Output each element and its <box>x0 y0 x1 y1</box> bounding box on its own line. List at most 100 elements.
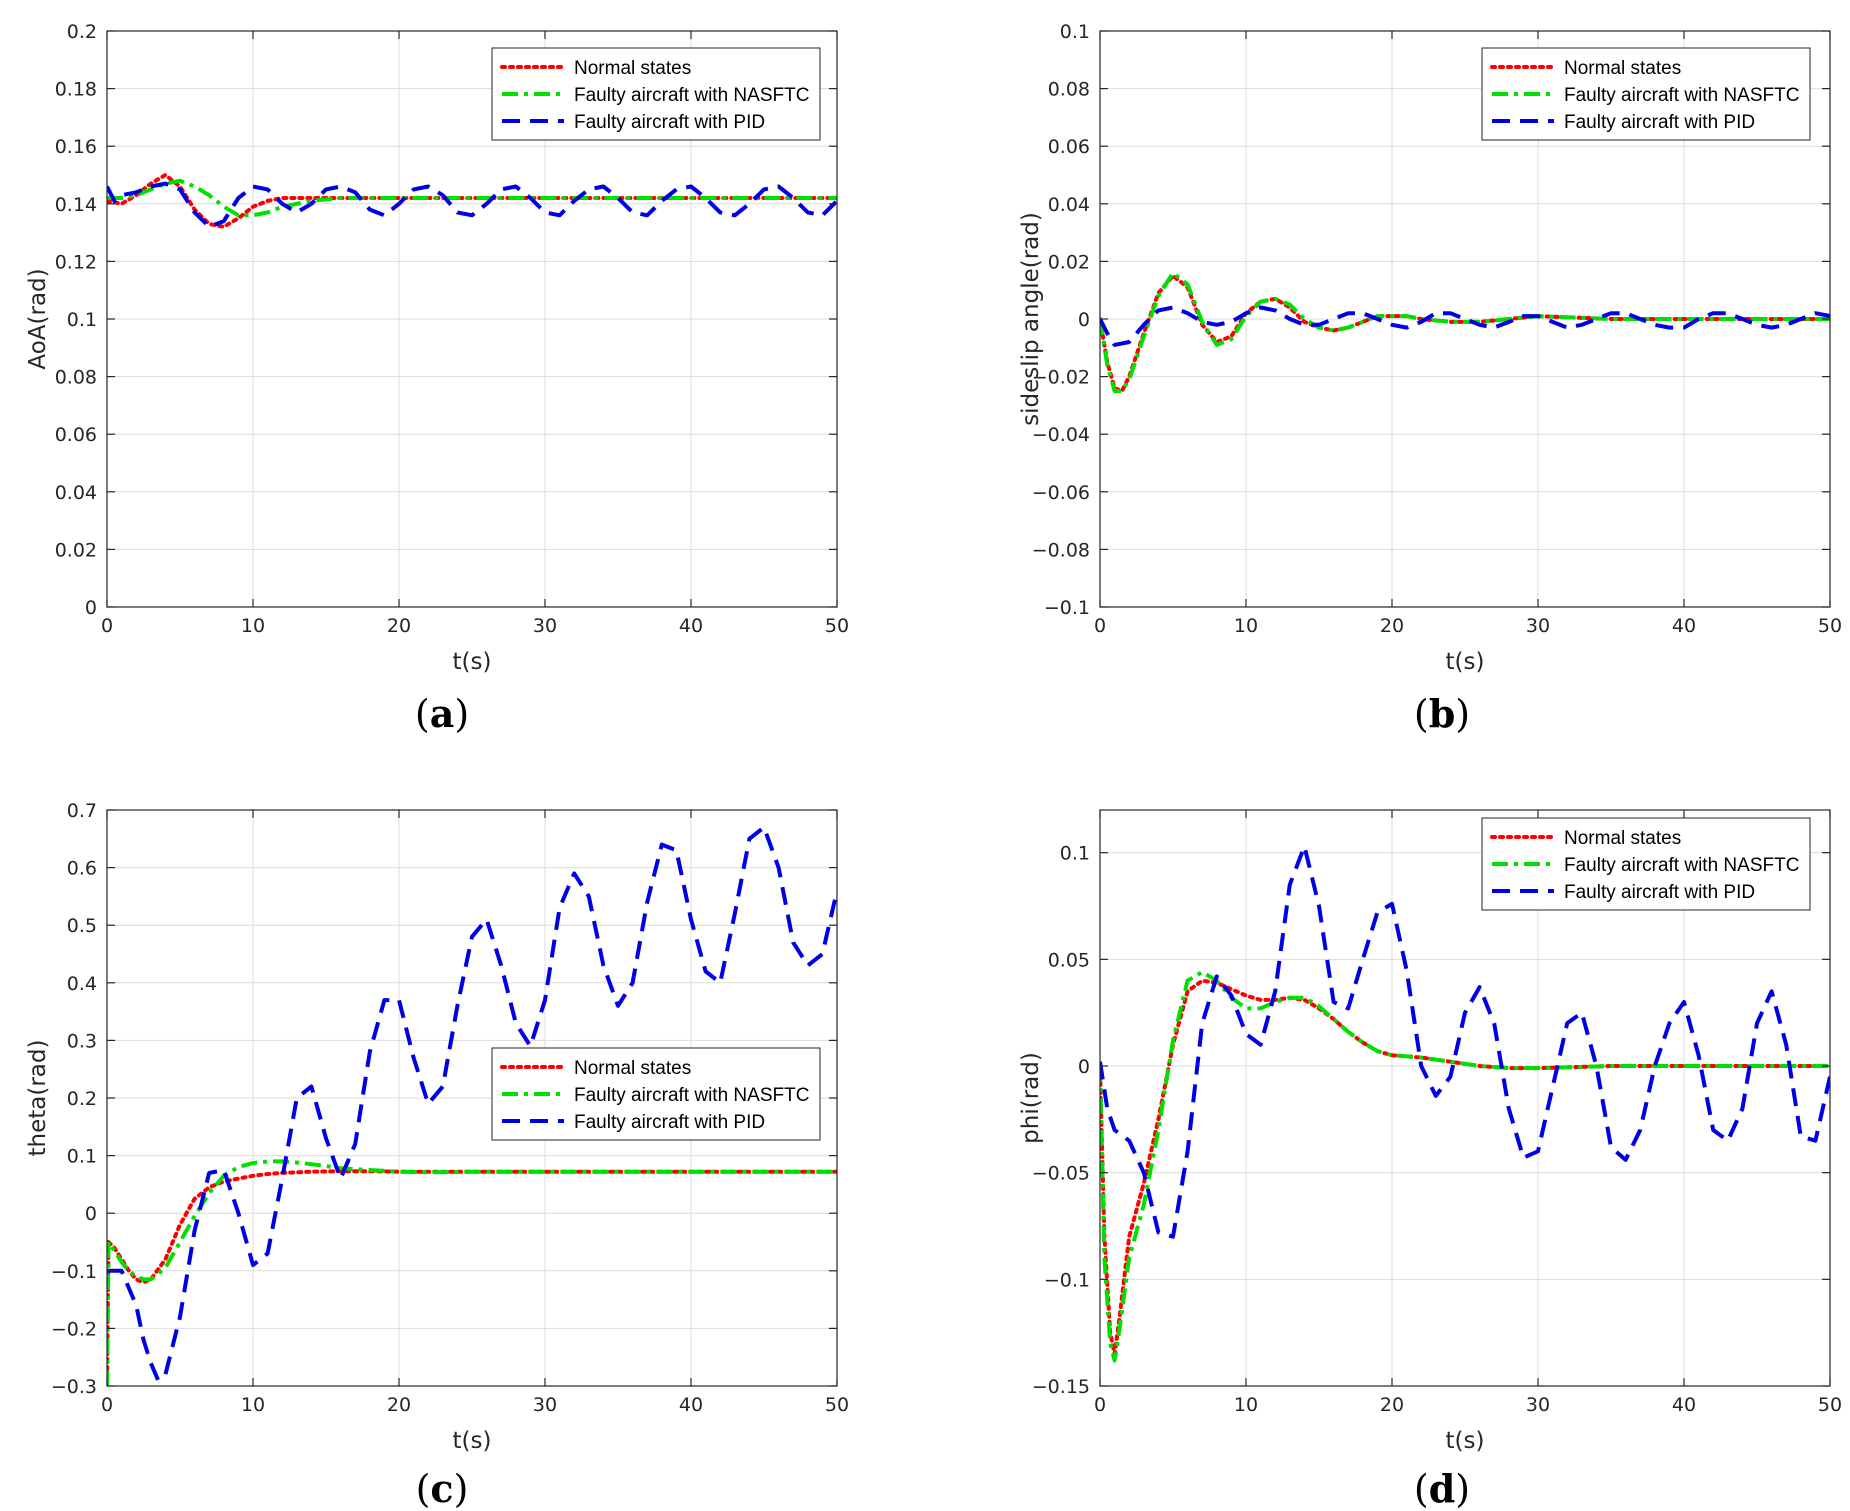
legend-entry: Faulty aircraft with PID <box>574 112 765 133</box>
y-tick-label: −0.05 <box>1032 1163 1090 1185</box>
y-tick-label: 0.14 <box>55 194 97 216</box>
y-tick-label: 0.08 <box>1048 79 1090 101</box>
x-tick-label: 50 <box>825 615 849 637</box>
y-tick-label: 0.05 <box>1048 949 1090 971</box>
legend-entry: Normal states <box>1564 58 1681 79</box>
y-tick-label: 0.4 <box>67 973 97 995</box>
series-line-pid <box>1100 844 1830 1239</box>
legend-entry: Normal states <box>1564 828 1681 849</box>
y-tick-label: −0.1 <box>1044 597 1090 619</box>
x-tick-label: 50 <box>825 1394 849 1416</box>
y-tick-label: 0.18 <box>55 79 97 101</box>
y-tick-label: 0.1 <box>67 309 97 331</box>
y-tick-label: −0.02 <box>1032 367 1090 389</box>
legend-entry: Faulty aircraft with PID <box>574 1112 765 1133</box>
x-tick-label: 30 <box>1526 1394 1550 1416</box>
series-line-normal-states <box>107 173 837 229</box>
panel-caption: (b) <box>1414 691 1470 736</box>
x-tick-label: 10 <box>241 1394 265 1416</box>
axes-box <box>1099 809 1831 1387</box>
x-tick-label: 50 <box>1818 615 1842 637</box>
x-tick-label: 0 <box>1094 615 1106 637</box>
y-tick-label: 0.04 <box>1048 194 1090 216</box>
x-axis-label: t(s) <box>453 649 492 675</box>
x-axis-label: t(s) <box>453 1428 492 1454</box>
x-tick-label: 20 <box>387 615 411 637</box>
chart-panel-a: 0 10 20 30 40 50 0 0.02 0.04 0.06 0.08 0.1 0.12 0.14 0… <box>25 21 849 736</box>
y-tick-label: 0.1 <box>1060 21 1090 43</box>
y-tick-label: 0.16 <box>55 136 97 158</box>
series-line-normal-states <box>107 1169 837 1386</box>
legend-entry: Faulty aircraft with NASFTC <box>574 85 809 106</box>
x-tick-label: 30 <box>533 1394 557 1416</box>
series-line-nasftc <box>107 178 837 218</box>
legend: Normal states Faulty aircraft with NASFTC… <box>1481 47 1811 141</box>
y-axis-label: theta(rad) <box>25 1040 51 1157</box>
y-tick-label: −0.15 <box>1032 1376 1090 1398</box>
y-tick-label: 0.06 <box>1048 136 1090 158</box>
legend-entry: Faulty aircraft with PID <box>1564 112 1755 133</box>
legend: Normal states Faulty aircraft with NASFTC… <box>1481 817 1811 911</box>
panel-caption: (d) <box>1414 1466 1470 1511</box>
x-tick-label: 20 <box>387 1394 411 1416</box>
y-tick-label: 0.02 <box>1048 251 1090 273</box>
x-tick-label: 0 <box>101 615 113 637</box>
y-tick-label: −0.1 <box>51 1261 97 1283</box>
panel-caption-letter: d <box>1429 1466 1456 1511</box>
panel-caption: (a) <box>415 691 469 736</box>
y-tick-label: 0.7 <box>67 800 97 822</box>
series-line-pid <box>1100 305 1830 347</box>
x-axis-label: t(s) <box>1446 649 1485 675</box>
legend-entry: Faulty aircraft with NASFTC <box>574 1085 809 1106</box>
x-tick-label: 10 <box>1234 615 1258 637</box>
x-tick-label: 40 <box>1672 615 1696 637</box>
x-axis-label: t(s) <box>1446 1428 1485 1454</box>
x-tick-label: 20 <box>1380 1394 1404 1416</box>
x-tick-label: 40 <box>1672 1394 1696 1416</box>
y-tick-label: 0 <box>85 1203 97 1225</box>
x-tick-label: 30 <box>533 615 557 637</box>
y-tick-label: −0.06 <box>1032 482 1090 504</box>
legend: Normal states Faulty aircraft with NASFTC… <box>491 47 821 141</box>
legend: Normal states Faulty aircraft with NASFTC… <box>491 1047 821 1141</box>
y-tick-label: 0 <box>1078 309 1090 331</box>
x-tick-label: 0 <box>1094 1394 1106 1416</box>
y-tick-label: 0.1 <box>67 1146 97 1168</box>
x-tick-label: 40 <box>679 615 703 637</box>
chart-panel-c: 0 10 20 30 40 50 −0.3 −0.2 −0.1 0 0.1 0.2 0.3 0.4 0.5 0… <box>25 800 849 1511</box>
series-line-nasftc <box>1100 270 1830 393</box>
panel-caption-letter: c <box>430 1466 453 1511</box>
legend-entry: Faulty aircraft with NASFTC <box>1564 855 1799 876</box>
panel-caption-letter: b <box>1429 691 1456 736</box>
legend-entry: Faulty aircraft with PID <box>1564 882 1755 903</box>
y-tick-label: −0.08 <box>1032 539 1090 561</box>
chart-panel-d: 0 10 20 30 40 50 −0.15 −0.1 −0.05 0 0.05 0.1 t(s) phi… <box>1018 809 1842 1511</box>
y-tick-label: 0.6 <box>67 858 97 880</box>
y-tick-label: 0.02 <box>55 539 97 561</box>
y-tick-label: 0.06 <box>55 424 97 446</box>
y-tick-label: −0.3 <box>51 1376 97 1398</box>
x-tick-label: 20 <box>1380 615 1404 637</box>
y-axis-label: AoA(rad) <box>25 268 51 369</box>
panel-caption: (c) <box>416 1466 469 1511</box>
chart-panel-b: 0 10 20 30 40 50 −0.1 −0.08 −0.06 −0.04 −0.02 0 0.02… <box>1018 21 1842 736</box>
y-tick-label: 0.08 <box>55 367 97 389</box>
x-tick-label: 10 <box>241 615 265 637</box>
y-tick-label: 0 <box>1078 1056 1090 1078</box>
series-line-nasftc <box>107 1159 837 1386</box>
y-tick-label: −0.2 <box>51 1318 97 1340</box>
y-axis-label: sideslip angle(rad) <box>1018 212 1044 426</box>
y-axis-label: phi(rad) <box>1018 1052 1044 1144</box>
y-tick-label: 0.2 <box>67 21 97 43</box>
y-tick-label: −0.04 <box>1032 424 1090 446</box>
legend-entry: Faulty aircraft with NASFTC <box>1564 85 1799 106</box>
y-tick-label: 0.1 <box>1060 843 1090 865</box>
x-tick-label: 40 <box>679 1394 703 1416</box>
legend-entry: Normal states <box>574 58 691 79</box>
legend-entry: Normal states <box>574 1058 691 1079</box>
x-tick-label: 30 <box>1526 615 1550 637</box>
panel-caption-letter: a <box>430 691 455 736</box>
x-tick-label: 10 <box>1234 1394 1258 1416</box>
series-line-nasftc <box>1100 970 1830 1363</box>
